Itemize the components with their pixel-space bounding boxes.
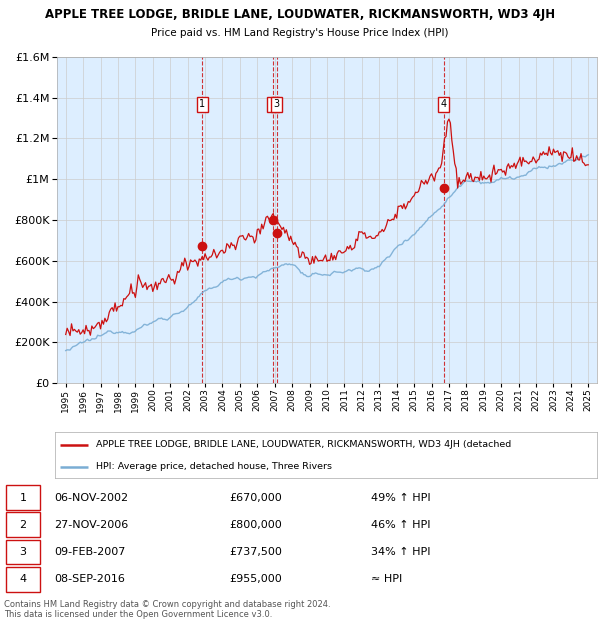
FancyBboxPatch shape <box>6 567 40 591</box>
Text: £670,000: £670,000 <box>229 493 282 503</box>
Text: APPLE TREE LODGE, BRIDLE LANE, LOUDWATER, RICKMANSWORTH, WD3 4JH (detached: APPLE TREE LODGE, BRIDLE LANE, LOUDWATER… <box>95 440 511 450</box>
FancyBboxPatch shape <box>6 539 40 564</box>
Text: 27-NOV-2006: 27-NOV-2006 <box>55 520 128 530</box>
Text: £800,000: £800,000 <box>229 520 282 530</box>
FancyBboxPatch shape <box>6 485 40 510</box>
Text: 08-SEP-2016: 08-SEP-2016 <box>55 574 125 584</box>
Text: 4: 4 <box>19 574 26 584</box>
Text: 2: 2 <box>270 99 276 109</box>
Text: 4: 4 <box>440 99 446 109</box>
Text: 46% ↑ HPI: 46% ↑ HPI <box>371 520 431 530</box>
Text: 09-FEB-2007: 09-FEB-2007 <box>55 547 125 557</box>
FancyBboxPatch shape <box>6 513 40 537</box>
Text: £955,000: £955,000 <box>229 574 282 584</box>
Text: Contains HM Land Registry data © Crown copyright and database right 2024.: Contains HM Land Registry data © Crown c… <box>4 600 331 609</box>
Text: 2: 2 <box>19 520 26 530</box>
Text: 3: 3 <box>19 547 26 557</box>
Text: ≈ HPI: ≈ HPI <box>371 574 402 584</box>
Text: 1: 1 <box>19 493 26 503</box>
Text: Price paid vs. HM Land Registry's House Price Index (HPI): Price paid vs. HM Land Registry's House … <box>151 28 449 38</box>
Text: 49% ↑ HPI: 49% ↑ HPI <box>371 493 431 503</box>
Text: This data is licensed under the Open Government Licence v3.0.: This data is licensed under the Open Gov… <box>4 610 272 619</box>
Text: 34% ↑ HPI: 34% ↑ HPI <box>371 547 431 557</box>
Text: 1: 1 <box>199 99 206 109</box>
Text: £737,500: £737,500 <box>229 547 282 557</box>
Text: APPLE TREE LODGE, BRIDLE LANE, LOUDWATER, RICKMANSWORTH, WD3 4JH: APPLE TREE LODGE, BRIDLE LANE, LOUDWATER… <box>45 8 555 21</box>
Text: HPI: Average price, detached house, Three Rivers: HPI: Average price, detached house, Thre… <box>95 462 332 471</box>
Text: 3: 3 <box>274 99 280 109</box>
Text: 06-NOV-2002: 06-NOV-2002 <box>55 493 128 503</box>
